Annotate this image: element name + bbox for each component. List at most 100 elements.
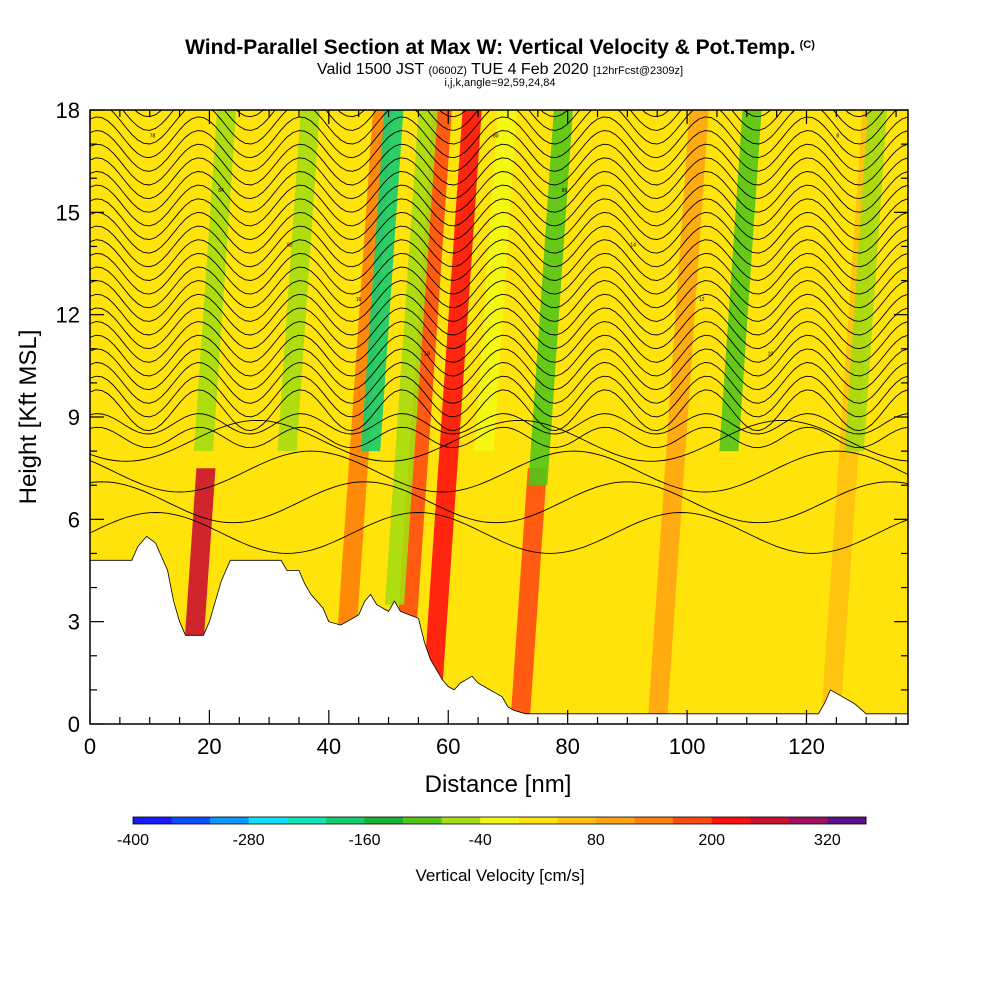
isentrope-6 <box>90 334 908 377</box>
colorbar-tick-label: -280 <box>233 832 265 849</box>
isentrope-5 <box>90 348 908 391</box>
contour-label: 18 <box>424 352 430 358</box>
colorbar-swatch <box>480 817 520 824</box>
contour-label: 12 <box>699 297 705 303</box>
colorbar-swatch <box>634 817 674 824</box>
downdraft-band-0 <box>193 110 237 452</box>
valid-utc: (0600Z) <box>428 65 467 77</box>
colorbar-tick-label: -40 <box>469 832 492 849</box>
isentrope-23 <box>110 110 897 145</box>
colorbar-swatch <box>441 817 481 824</box>
terrain-polygon <box>90 535 908 724</box>
isentrope-4 <box>90 362 908 404</box>
contour-label: 86 <box>562 188 568 194</box>
y-tick-label: 9 <box>68 405 80 430</box>
copyright-mark: (C) <box>799 39 815 51</box>
colorbar-tick-label: 80 <box>587 832 605 849</box>
updraft-band-4 <box>510 468 547 724</box>
y-tick-label: 3 <box>68 610 80 635</box>
isentrope-20 <box>90 143 908 186</box>
isentrope-13 <box>90 239 908 281</box>
colorbar: -400 -280 -160 -40 80 200 320 <box>117 816 867 849</box>
downdraft-band-7 <box>385 110 438 605</box>
grid-info: i,j,k,angle=92,59,24,84 <box>444 77 556 89</box>
low-isentrope-3 <box>90 419 908 462</box>
colorbar-frame <box>132 816 867 825</box>
downdraft-band-4 <box>528 110 573 486</box>
colorbar-tick-label: 320 <box>814 832 841 849</box>
colorbar-swatch <box>595 817 636 824</box>
x-tick-label: 20 <box>197 734 221 759</box>
chart-title: Wind-Parallel Section at Max W: Vertical… <box>185 36 815 59</box>
contour-label: 16 <box>356 297 362 303</box>
potential-temperature-contours: 78 84 82 16 18 80 86 14 12 10 8 <box>90 110 908 554</box>
downdraft-band-3 <box>474 110 517 452</box>
contour-label: 78 <box>150 133 156 139</box>
colorbar-swatch <box>827 817 867 824</box>
colorbar-swatch <box>364 817 404 824</box>
downdraft-band-5 <box>719 110 762 452</box>
colorbar-swatch <box>248 817 288 824</box>
colorbar-swatch <box>133 817 173 824</box>
downdraft-band-6 <box>844 110 887 452</box>
isentrope-17 <box>90 184 908 227</box>
colorbar-swatch <box>788 817 828 824</box>
isentrope-22 <box>90 116 908 159</box>
contour-label: 8 <box>836 133 839 139</box>
colorbar-swatch <box>711 817 751 824</box>
colorbar-swatch <box>557 817 597 824</box>
colorbar-swatch <box>673 817 713 824</box>
x-tick-label: 40 <box>317 734 341 759</box>
colorbar-swatch <box>325 817 365 824</box>
isentrope-3 <box>90 375 908 418</box>
y-tick-label: 12 <box>56 303 80 328</box>
forecast-info: [12hrFcst@2309z] <box>592 65 684 77</box>
x-tick-label: 60 <box>436 734 460 759</box>
y-tick-label: 15 <box>56 200 80 225</box>
colorbar-swatch <box>750 817 790 824</box>
colorbar-swatch <box>210 817 250 824</box>
colorbar-swatch <box>403 817 443 824</box>
isentrope-11 <box>90 266 908 309</box>
y-tick-label: 18 <box>56 98 80 123</box>
contour-label: 14 <box>630 242 636 248</box>
isentrope-21 <box>90 130 908 172</box>
low-isentrope-1 <box>90 481 908 524</box>
colorbar-swatch <box>287 817 327 824</box>
colorbar-swatch <box>518 817 558 824</box>
isentrope-18 <box>90 171 908 213</box>
terrain-mask <box>90 535 908 724</box>
isentrope-8 <box>90 307 908 350</box>
isentrope-16 <box>90 198 908 240</box>
colorbar-swatch <box>171 817 211 824</box>
x-tick-label: 120 <box>788 734 825 759</box>
isentrope-14 <box>90 225 908 268</box>
isentrope-24 <box>122 110 885 131</box>
y-axis-label: Height [Kft MSL] <box>15 330 42 505</box>
contour-label: 84 <box>218 188 224 194</box>
isentrope-19 <box>90 157 908 200</box>
colorbar-tick-label: 200 <box>698 832 725 849</box>
x-tick-label: 80 <box>555 734 579 759</box>
contour-label: 80 <box>493 133 499 139</box>
isentrope-15 <box>90 211 908 254</box>
valid-time-line: Valid 1500 JST (0600Z) TUE 4 Feb 2020 [1… <box>0 61 1000 79</box>
valid-date: TUE 4 Feb 2020 <box>471 61 589 78</box>
y-tick-label: 6 <box>68 507 80 532</box>
x-tick-label: 0 <box>84 734 96 759</box>
low-isentrope-0 <box>90 512 908 554</box>
isentrope-12 <box>90 252 908 295</box>
colorbar-tick-label: -400 <box>117 832 149 849</box>
x-axis-label: Distance [nm] <box>425 771 572 798</box>
isentrope-0 <box>90 426 908 449</box>
valid-local: Valid 1500 JST <box>316 61 424 78</box>
colorbar-title: Vertical Velocity [cm/s] <box>415 866 584 885</box>
isentrope-2 <box>90 389 908 432</box>
isentrope-1 <box>90 413 908 435</box>
x-tick-label: 100 <box>669 734 706 759</box>
isentrope-7 <box>90 321 908 363</box>
isentrope-10 <box>90 280 908 322</box>
colorbar-tick-label: -160 <box>348 832 380 849</box>
contour-label: 10 <box>768 352 774 358</box>
